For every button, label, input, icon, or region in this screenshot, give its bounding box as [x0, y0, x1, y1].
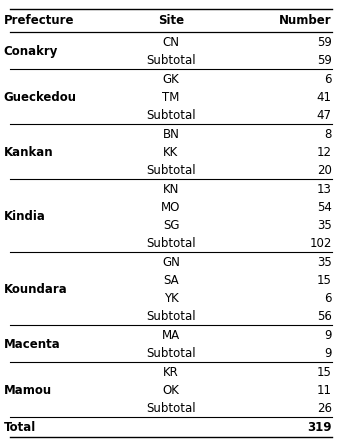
- Text: 26: 26: [317, 402, 332, 415]
- Text: 319: 319: [307, 421, 332, 434]
- Text: Subtotal: Subtotal: [146, 347, 196, 360]
- Text: Kindia: Kindia: [3, 210, 45, 223]
- Text: GK: GK: [163, 73, 179, 86]
- Text: MO: MO: [161, 201, 181, 214]
- Text: 59: 59: [317, 53, 332, 67]
- Text: 9: 9: [324, 329, 332, 342]
- Text: Subtotal: Subtotal: [146, 237, 196, 250]
- Text: Prefecture: Prefecture: [3, 14, 74, 27]
- Text: 35: 35: [317, 256, 332, 269]
- Text: 13: 13: [317, 183, 332, 196]
- Text: MA: MA: [162, 329, 180, 342]
- Text: 54: 54: [317, 201, 332, 214]
- Text: Subtotal: Subtotal: [146, 402, 196, 415]
- Text: 15: 15: [317, 274, 332, 287]
- Text: Subtotal: Subtotal: [146, 310, 196, 323]
- Text: GN: GN: [162, 256, 180, 269]
- Text: YK: YK: [163, 292, 179, 305]
- Text: Subtotal: Subtotal: [146, 109, 196, 122]
- Text: OK: OK: [162, 384, 180, 397]
- Text: 59: 59: [317, 36, 332, 49]
- Text: 41: 41: [317, 91, 332, 104]
- Text: Subtotal: Subtotal: [146, 164, 196, 177]
- Text: 56: 56: [317, 310, 332, 323]
- Text: 47: 47: [317, 109, 332, 122]
- Text: 8: 8: [324, 128, 332, 141]
- Text: CN: CN: [162, 36, 180, 49]
- Text: Macenta: Macenta: [3, 338, 60, 351]
- Text: Koundara: Koundara: [3, 283, 67, 296]
- Text: 15: 15: [317, 366, 332, 379]
- Text: Mamou: Mamou: [3, 384, 52, 397]
- Text: 6: 6: [324, 292, 332, 305]
- Text: SA: SA: [163, 274, 179, 287]
- Text: TM: TM: [162, 91, 180, 104]
- Text: Kankan: Kankan: [3, 146, 53, 159]
- Text: 20: 20: [317, 164, 332, 177]
- Text: KK: KK: [163, 146, 179, 159]
- Text: 35: 35: [317, 219, 332, 232]
- Text: BN: BN: [162, 128, 180, 141]
- Text: Subtotal: Subtotal: [146, 53, 196, 67]
- Text: Gueckedou: Gueckedou: [3, 91, 76, 104]
- Text: 6: 6: [324, 73, 332, 86]
- Text: 11: 11: [317, 384, 332, 397]
- Text: 9: 9: [324, 347, 332, 360]
- Text: 102: 102: [310, 237, 332, 250]
- Text: 12: 12: [317, 146, 332, 159]
- Text: Site: Site: [158, 14, 184, 27]
- Text: Number: Number: [279, 14, 332, 27]
- Text: Total: Total: [3, 421, 36, 434]
- Text: KN: KN: [163, 183, 179, 196]
- Text: SG: SG: [163, 219, 179, 232]
- Text: Conakry: Conakry: [3, 45, 58, 57]
- Text: KR: KR: [163, 366, 179, 379]
